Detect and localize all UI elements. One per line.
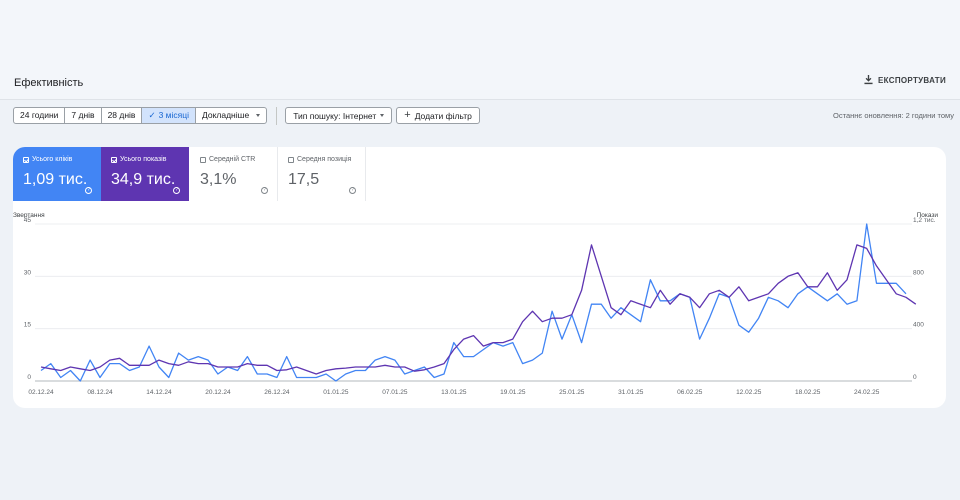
metric-impressions-label: Усього показів <box>120 156 167 163</box>
x-tick-label: 02.12.24 <box>28 389 54 396</box>
header-band <box>0 0 960 100</box>
performance-chart[interactable]: Звертання Покази 45 30 15 0 1,2 тис. 800 400 0 02.… <box>13 205 946 405</box>
metric-clicks-label: Усього кліків <box>32 156 73 163</box>
range-7d-label: 7 днів <box>71 110 95 120</box>
metric-position-tile[interactable]: Середня позиція 17,5 ? <box>278 147 366 201</box>
x-tick-label: 19.01.25 <box>500 389 526 396</box>
plus-icon: + <box>404 109 411 121</box>
add-filter-button[interactable]: + Додати фільтр <box>396 107 480 124</box>
range-28d-label: 28 днів <box>107 110 136 120</box>
range-24h-button[interactable]: 24 години <box>14 108 66 123</box>
x-tick-label: 26.12.24 <box>264 389 290 396</box>
left-tick-label: 15 <box>24 322 32 329</box>
left-tick-label: 30 <box>24 269 32 276</box>
x-tick-label: 07.01.25 <box>382 389 408 396</box>
x-tick-label: 14.12.24 <box>146 389 172 396</box>
range-more-dropdown[interactable]: Докладніше <box>196 108 266 123</box>
export-button[interactable]: ЕКСПОРТУВАТИ <box>864 75 946 85</box>
checkbox-icon <box>200 156 206 163</box>
performance-card: Усього кліків 1,09 тис. ? Усього показів… <box>13 147 946 408</box>
metric-impressions-tile[interactable]: Усього показів 34,9 тис. ? <box>101 147 189 201</box>
search-type-dropdown[interactable]: Тип пошуку: Інтернет <box>285 107 393 124</box>
metric-ctr-tile[interactable]: Середній CTR 3,1% ? <box>190 147 278 201</box>
right-axis-title: Покази <box>917 212 939 219</box>
metric-position-value: 17,5 <box>288 171 320 188</box>
range-7d-button[interactable]: 7 днів <box>65 108 102 123</box>
range-24h-label: 24 години <box>20 110 59 120</box>
metric-impressions-value: 34,9 тис. <box>111 171 176 188</box>
metric-ctr-value: 3,1% <box>200 171 237 188</box>
filter-bar: 24 години 7 днів 28 днів ✓ 3 місяці Докла… <box>13 106 484 125</box>
clicks-series-line <box>40 223 907 382</box>
checkbox-icon <box>23 156 29 163</box>
metric-clicks-tile[interactable]: Усього кліків 1,09 тис. ? <box>13 147 101 201</box>
x-tick-label: 08.12.24 <box>87 389 113 396</box>
help-icon[interactable]: ? <box>349 187 356 194</box>
metric-clicks-value: 1,09 тис. <box>23 171 88 188</box>
metric-position-label: Середня позиція <box>297 156 352 163</box>
add-filter-label: Додати фільтр <box>414 110 472 121</box>
date-range-selector: 24 години 7 днів 28 днів ✓ 3 місяці Докла… <box>13 107 268 124</box>
checkbox-icon <box>111 156 117 163</box>
x-tick-label: 25.01.25 <box>559 389 585 396</box>
x-tick-label: 20.12.24 <box>205 389 231 396</box>
left-axis-title: Звертання <box>13 212 45 219</box>
left-tick-label: 45 <box>24 217 32 224</box>
help-icon[interactable]: ? <box>261 187 268 194</box>
search-type-label: Тип пошуку: Інтернет <box>293 110 377 121</box>
download-icon <box>864 75 873 85</box>
range-3m-button[interactable]: ✓ 3 місяці <box>142 108 197 123</box>
range-more-label: Докладніше <box>202 110 250 120</box>
last-updated-text: Останнє оновлення: 2 години тому <box>833 111 954 120</box>
impressions-series-line <box>40 244 917 375</box>
caret-down-icon <box>380 114 385 117</box>
range-3m-label: 3 місяці <box>158 110 190 120</box>
left-tick-label: 0 <box>27 374 31 381</box>
caret-down-icon <box>256 114 261 117</box>
help-icon[interactable]: ? <box>173 187 180 194</box>
metric-ctr-label: Середній CTR <box>209 156 256 163</box>
x-tick-label: 18.02.25 <box>795 389 821 396</box>
help-icon[interactable]: ? <box>85 187 92 194</box>
x-tick-label: 24.02.25 <box>854 389 880 396</box>
right-tick-label: 1,2 тис. <box>913 217 936 224</box>
checkbox-icon <box>288 156 294 163</box>
x-tick-label: 31.01.25 <box>618 389 644 396</box>
check-icon: ✓ <box>148 110 156 120</box>
right-tick-label: 0 <box>913 374 917 381</box>
range-28d-button[interactable]: 28 днів <box>102 108 143 123</box>
right-tick-label: 800 <box>913 269 924 276</box>
x-tick-label: 06.02.25 <box>677 389 703 396</box>
x-tick-label: 01.01.25 <box>323 389 349 396</box>
x-tick-label: 12.02.25 <box>736 389 762 396</box>
x-tick-label: 13.01.25 <box>441 389 467 396</box>
right-tick-label: 400 <box>913 322 924 329</box>
page-title: Ефективність <box>14 77 84 89</box>
export-label: ЕКСПОРТУВАТИ <box>878 75 946 85</box>
divider <box>276 106 278 125</box>
